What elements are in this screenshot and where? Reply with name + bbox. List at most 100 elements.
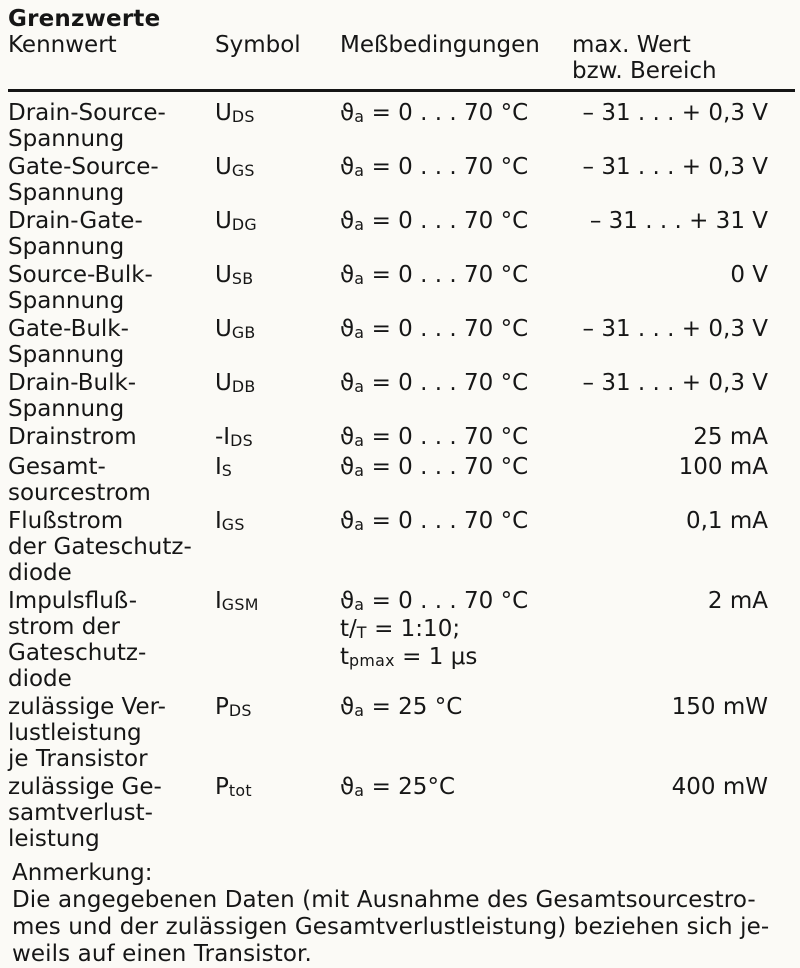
value-cell: 100 mA: [678, 454, 768, 480]
conditions-cell: ϑa = 0 . . . 70 °C t/T = 1:10; tpmax = 1 μ…: [340, 588, 572, 692]
symbol-text: = 25°C: [364, 774, 456, 800]
symbol-subscript: a: [354, 161, 365, 181]
symbol-subscript: DG: [231, 215, 257, 235]
kennwert-cell: Gate-Source- Spannung: [8, 154, 159, 206]
condition-line: ϑa = 0 . . . 70 °C: [340, 370, 572, 398]
kennwert-cell: Drain-Bulk- Spannung: [8, 370, 137, 422]
symbol-subscript: a: [354, 323, 365, 343]
kennwert-cell: Source-Bulk- Spannung: [8, 262, 153, 314]
value-cell: 25 mA: [693, 424, 768, 450]
symbol-subscript: tot: [228, 781, 252, 801]
symbol-text: t: [340, 644, 350, 670]
symbol-cell: -IDS: [215, 424, 340, 452]
symbol-text: ϑ: [340, 424, 355, 450]
table-row: Impulsfluß- strom der Gateschutz- diode …: [8, 588, 800, 692]
symbol-cell: UGS: [215, 154, 340, 206]
symbol-subscript: pmax: [349, 651, 395, 671]
symbol-cell: Ptot: [215, 774, 340, 852]
symbol-text: = 0 . . . 70 °C: [364, 370, 529, 396]
symbol-text: = 1:10;: [366, 616, 461, 642]
limit-values-table: Drain-Source- Spannung UDS ϑa = 0 . . . …: [8, 100, 800, 852]
value-cell: 2 mA: [707, 588, 768, 614]
symbol-subscript: DS: [228, 701, 252, 721]
condition-line: ϑa = 25 °C: [340, 694, 572, 722]
symbol-cell: IGSM: [215, 588, 340, 692]
kennwert-cell: Gesamt- sourcestrom: [8, 454, 151, 506]
conditions-cell: ϑa = 0 . . . 70 °C: [340, 154, 572, 206]
symbol-text: ϑ: [340, 454, 355, 480]
symbol-text: U: [215, 370, 232, 396]
column-header-symbol: Symbol: [215, 32, 301, 58]
table-row: zulässige Ver- lustleistung je Transisto…: [8, 694, 800, 772]
table-row: Drain-Source- Spannung UDS ϑa = 0 . . . …: [8, 100, 800, 152]
symbol-cell: UDS: [215, 100, 340, 152]
symbol-text: I: [215, 508, 222, 534]
symbol-text: ϑ: [340, 694, 355, 720]
condition-line: ϑa = 0 . . . 70 °C: [340, 262, 572, 290]
kennwert-cell: zulässige Ver- lustleistung je Transisto…: [8, 694, 166, 772]
symbol-text: P: [215, 694, 229, 720]
kennwert-cell: Flußstrom der Gateschutz- diode: [8, 508, 192, 586]
symbol-text: = 0 . . . 70 °C: [364, 262, 529, 288]
symbol-subscript: T: [356, 623, 367, 643]
symbol-text: = 0 . . . 70 °C: [364, 316, 529, 342]
kennwert-cell: Gate-Bulk- Spannung: [8, 316, 129, 368]
table-row: Flußstrom der Gateschutz- diode IGS ϑa =…: [8, 508, 800, 586]
symbol-subscript: a: [354, 515, 365, 535]
symbol-text: I: [215, 588, 222, 614]
condition-line: ϑa = 25°C: [340, 774, 572, 802]
symbol-cell: UGB: [215, 316, 340, 368]
symbol-text: ϑ: [340, 154, 355, 180]
symbol-text: = 0 . . . 70 °C: [364, 508, 529, 534]
conditions-cell: ϑa = 0 . . . 70 °C: [340, 208, 572, 260]
conditions-cell: ϑa = 0 . . . 70 °C: [340, 370, 572, 422]
kennwert-cell: Drain-Source- Spannung: [8, 100, 166, 152]
conditions-cell: ϑa = 25 °C: [340, 694, 572, 772]
symbol-subscript: S: [221, 461, 233, 481]
symbol-subscript: DB: [231, 377, 256, 397]
table-row: Drain-Gate- Spannung UDG ϑa = 0 . . . 70…: [8, 208, 800, 260]
conditions-cell: ϑa = 0 . . . 70 °C: [340, 508, 572, 586]
symbol-text: = 0 . . . 70 °C: [364, 154, 529, 180]
condition-line: ϑa = 0 . . . 70 °C: [340, 154, 572, 182]
symbol-cell: UDG: [215, 208, 340, 260]
symbol-subscript: a: [354, 461, 365, 481]
symbol-text: ϑ: [340, 100, 355, 126]
kennwert-cell: zulässige Ge- samtverlust- leistung: [8, 774, 162, 852]
symbol-subscript: a: [354, 269, 365, 289]
symbol-text: U: [215, 154, 232, 180]
condition-line: tpmax = 1 μs: [340, 644, 572, 672]
table-row: Gate-Bulk- Spannung UGB ϑa = 0 . . . 70 …: [8, 316, 800, 368]
footnote-heading: Anmerkung:: [12, 860, 153, 886]
symbol-text: t/: [340, 616, 357, 642]
condition-line: ϑa = 0 . . . 70 °C: [340, 100, 572, 128]
condition-line: ϑa = 0 . . . 70 °C: [340, 316, 572, 344]
symbol-subscript: GB: [231, 323, 256, 343]
condition-line: ϑa = 0 . . . 70 °C: [340, 508, 572, 536]
value-cell: – 31 . . . + 0,3 V: [582, 316, 768, 342]
symbol-cell: PDS: [215, 694, 340, 772]
symbol-text: = 0 . . . 70 °C: [364, 424, 529, 450]
symbol-subscript: GSM: [221, 595, 259, 615]
symbol-text: U: [215, 100, 232, 126]
conditions-cell: ϑa = 0 . . . 70 °C: [340, 424, 572, 452]
symbol-text: ϑ: [340, 262, 355, 288]
page-title: Grenzwerte: [8, 6, 161, 32]
column-header-messbedingungen: Meßbedingungen: [340, 32, 540, 58]
symbol-text: ϑ: [340, 588, 355, 614]
symbol-subscript: a: [354, 107, 365, 127]
symbol-text: ϑ: [340, 316, 355, 342]
symbol-subscript: a: [354, 377, 365, 397]
table-row: Gesamt- sourcestrom IS ϑa = 0 . . . 70 °…: [8, 454, 800, 506]
value-cell: – 31 . . . + 0,3 V: [582, 370, 768, 396]
symbol-text: U: [215, 316, 232, 342]
value-cell: – 31 . . . + 0,3 V: [582, 154, 768, 180]
symbol-text: = 0 . . . 70 °C: [364, 100, 529, 126]
symbol-text: I: [215, 454, 222, 480]
condition-line: ϑa = 0 . . . 70 °C: [340, 424, 572, 452]
symbol-text: = 0 . . . 70 °C: [364, 454, 529, 480]
symbol-text: = 0 . . . 70 °C: [364, 588, 529, 614]
symbol-cell: UDB: [215, 370, 340, 422]
symbol-subscript: DS: [231, 107, 255, 127]
